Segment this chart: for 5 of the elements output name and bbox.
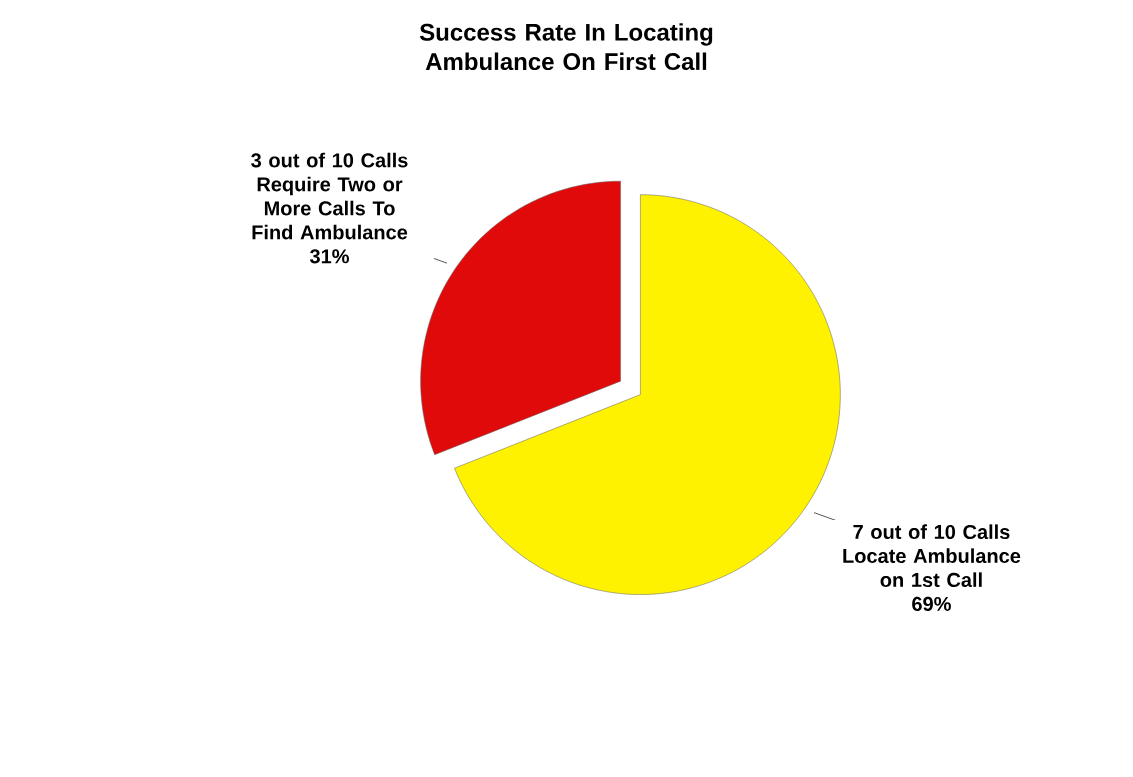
data-label: 31% — [309, 249, 349, 264]
slice-label: 3 out of 10 Calls Require Two or More Calls To Find Ambulance — [251, 152, 408, 240]
chart-title: Success Rate In Locating Ambulance On First Call — [419, 23, 713, 71]
data-label: 69% — [912, 596, 951, 611]
slice-label: 7 out of 10 Calls Locate Ambulance on 1st Call — [843, 524, 1021, 587]
